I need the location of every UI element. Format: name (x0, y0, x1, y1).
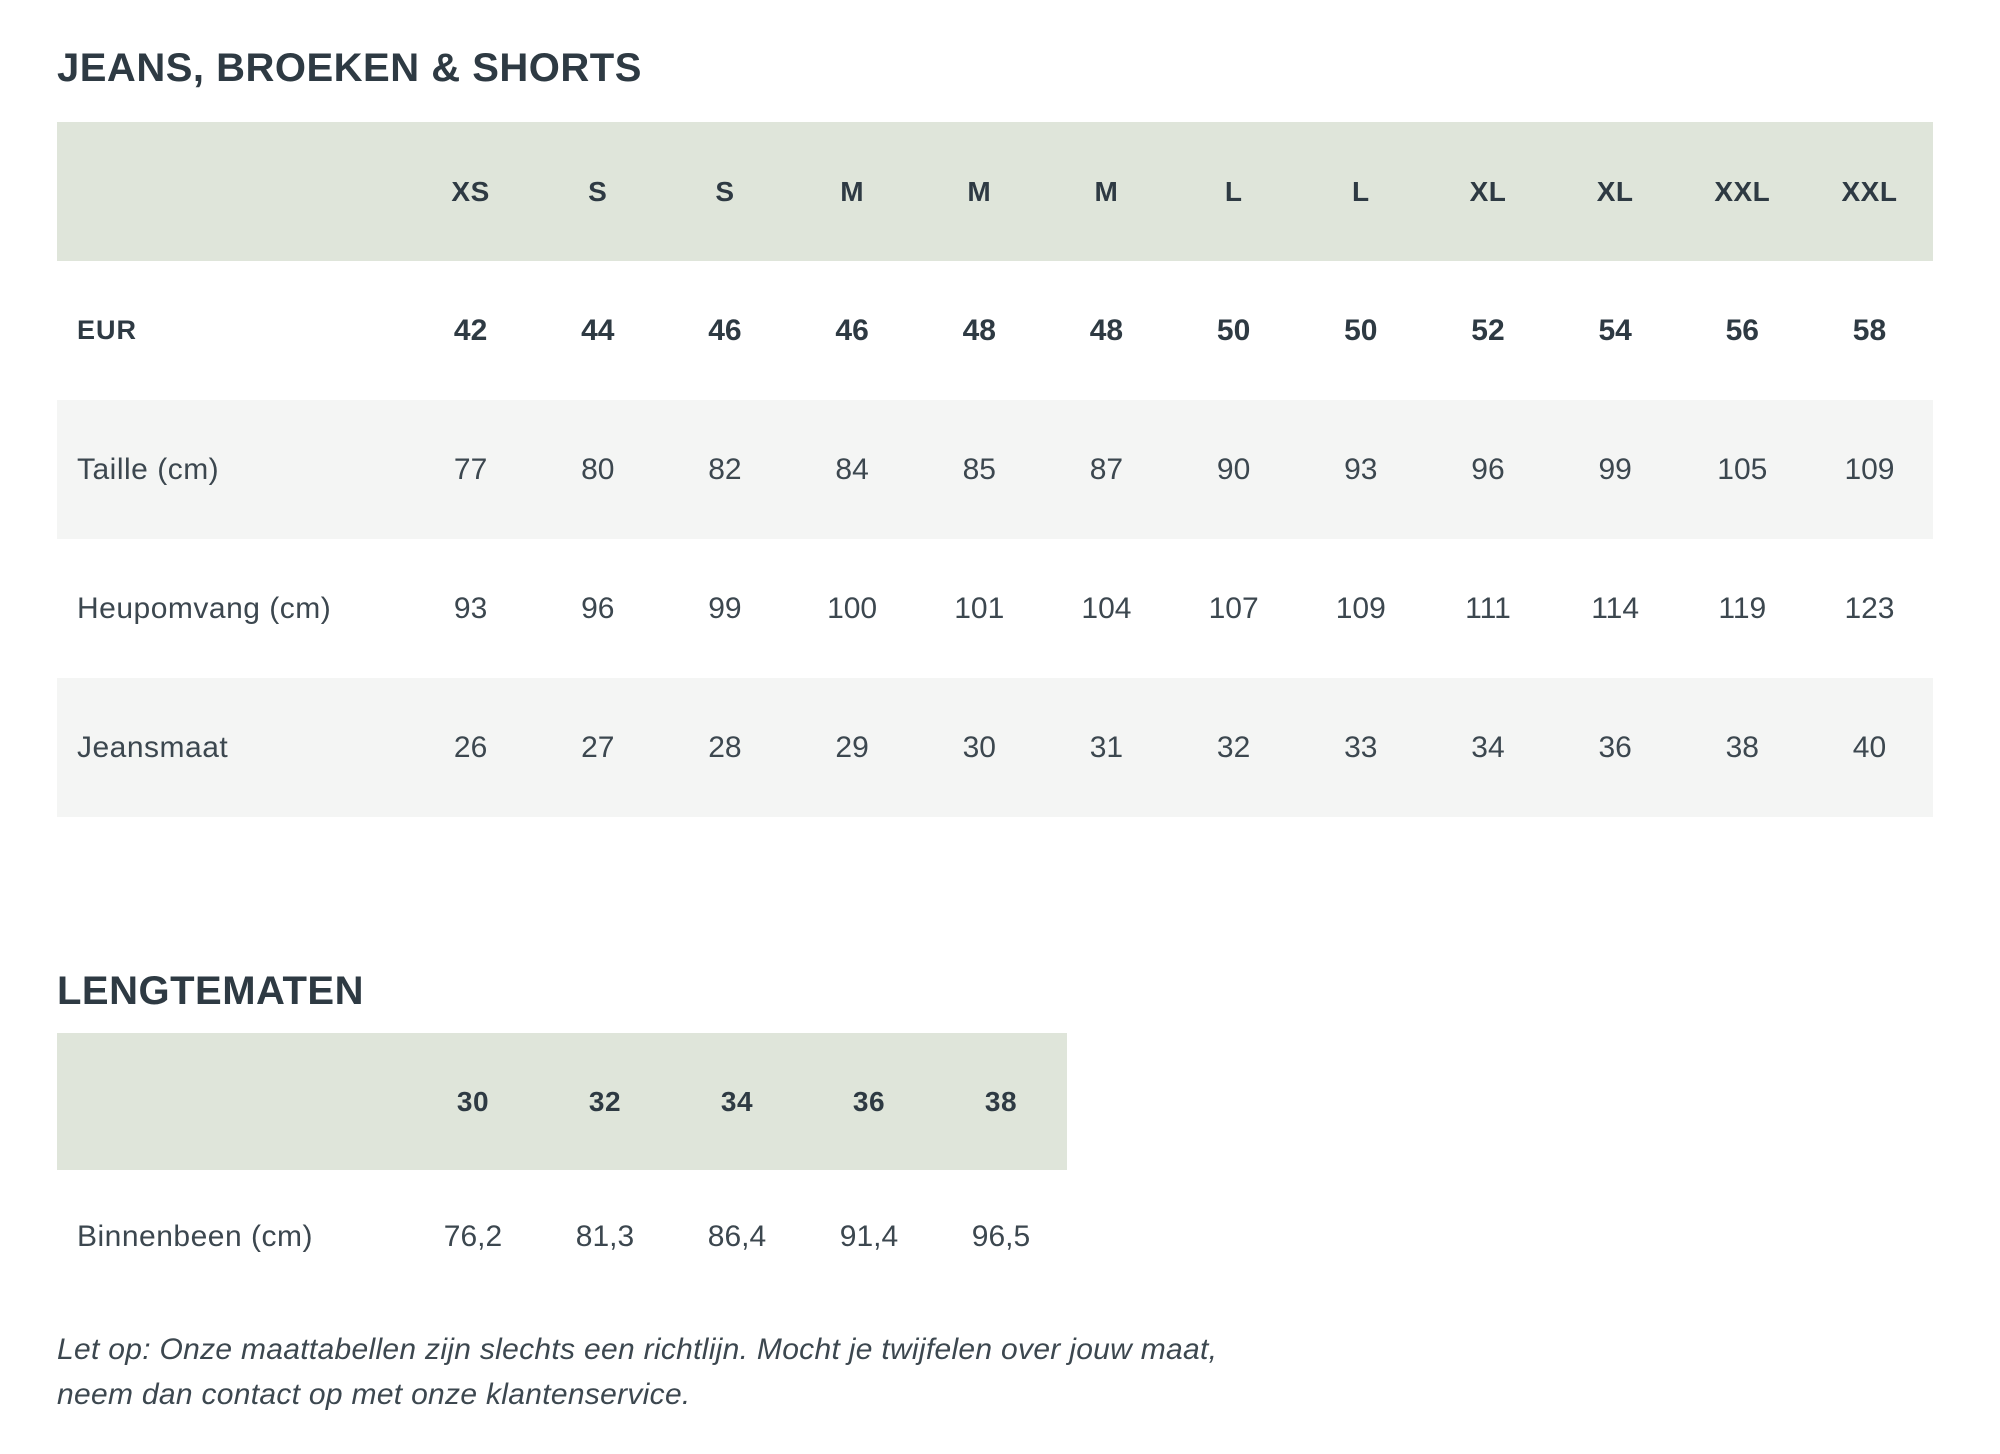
size-value-cell: 114 (1591, 591, 1640, 625)
size-value-cell: 123 (1844, 591, 1895, 625)
size-header-cell: M (840, 175, 865, 207)
size-value-cell: 119 (1718, 591, 1767, 625)
size-value-cell: 77 (453, 452, 488, 486)
length-header-cell: 36 (852, 1085, 886, 1117)
length-header-cell: 34 (720, 1085, 754, 1117)
size-value-cell: 50 (1216, 313, 1251, 347)
size-value-cell: 32 (1216, 730, 1251, 764)
size-header-cell: M (1094, 175, 1119, 207)
size-value-cell: 104 (1081, 591, 1132, 625)
size-value-cell: 84 (835, 452, 869, 486)
section-title-jeans: JEANS, BROEKEN & SHORTS (57, 46, 642, 90)
size-value-cell: 109 (1335, 591, 1386, 625)
size-header-cell: XL (1596, 175, 1634, 207)
size-value-cell: 46 (835, 313, 869, 347)
size-header-cell: L (1224, 175, 1243, 207)
size-value-cell: 54 (1598, 313, 1632, 347)
size-value-cell: 30 (962, 730, 996, 764)
table-row-jeansmaat: Jeansmaat 26 27 28 29 30 31 32 33 34 36 … (57, 678, 1933, 817)
size-value-cell: 93 (1344, 452, 1378, 486)
size-value-cell: 27 (581, 730, 615, 764)
size-header-cell: XXL (1714, 175, 1771, 207)
size-value-cell: 34 (1471, 730, 1505, 764)
length-value-cell: 91,4 (839, 1219, 899, 1253)
size-header-cell: XXL (1841, 175, 1898, 207)
length-value-cell: 96,5 (971, 1219, 1031, 1253)
size-value-cell: 93 (453, 591, 488, 625)
size-header-cell: S (588, 175, 608, 207)
row-label: Heupomvang (cm) (77, 591, 332, 625)
section-title-lengtematen: LENGTEMATEN (57, 969, 364, 1013)
size-value-cell: 87 (1089, 452, 1124, 486)
jeans-size-table: XS S S M M M L L XL XL XXL XXL EUR 42 44… (57, 122, 2000, 817)
size-value-cell: 96 (1471, 452, 1505, 486)
size-value-cell: 48 (1089, 313, 1124, 347)
disclaimer-note: Let op: Onze maattabellen zijn slechts e… (57, 1327, 2000, 1417)
size-value-cell: 42 (453, 313, 488, 347)
length-value-cell: 86,4 (707, 1219, 767, 1253)
disclaimer-line-2: neem dan contact op met onze klantenserv… (57, 1378, 691, 1411)
size-value-cell: 29 (835, 730, 869, 764)
size-value-cell: 99 (1598, 452, 1632, 486)
size-value-cell: 111 (1465, 591, 1511, 625)
size-value-cell: 52 (1471, 313, 1505, 347)
size-value-cell: 44 (581, 313, 615, 347)
table-row-taille: Taille (cm) 77 80 82 84 85 87 90 93 96 9… (57, 400, 1933, 539)
table-row-heupomvang: Heupomvang (cm) 93 96 99 100 101 104 107… (57, 539, 1933, 678)
size-value-cell: 38 (1725, 730, 1759, 764)
size-header-cell: M (967, 175, 992, 207)
size-value-cell: 58 (1852, 313, 1887, 347)
size-value-cell: 33 (1344, 730, 1378, 764)
size-value-cell: 36 (1598, 730, 1632, 764)
size-value-cell: 107 (1208, 591, 1259, 625)
length-value-cell: 76,2 (443, 1219, 503, 1253)
size-value-cell: 31 (1089, 730, 1124, 764)
disclaimer-line-1: Let op: Onze maattabellen zijn slechts e… (57, 1333, 1218, 1366)
size-value-cell: 90 (1216, 452, 1251, 486)
row-label: Binnenbeen (cm) (77, 1219, 313, 1253)
size-value-cell: 101 (954, 591, 1005, 625)
length-value-cell: 81,3 (575, 1219, 635, 1253)
size-value-cell: 56 (1725, 313, 1759, 347)
table-row-binnenbeen: Binnenbeen (cm) 76,2 81,3 86,4 91,4 96,5 (57, 1170, 1067, 1303)
size-value-cell: 48 (962, 313, 996, 347)
size-header-cell: XS (451, 175, 490, 207)
size-value-cell: 26 (453, 730, 488, 764)
row-label: EUR (77, 315, 138, 345)
row-label: Jeansmaat (77, 730, 229, 764)
length-header-cell: 30 (456, 1085, 490, 1117)
size-chart-page: JEANS, BROEKEN & SHORTS XS S S M M M L L… (57, 46, 2000, 1417)
size-value-cell: 40 (1852, 730, 1887, 764)
lengtematen-table: 30 32 34 36 38 Binnenbeen (cm) 76,2 81,3… (57, 1033, 2000, 1303)
size-header-cell: S (715, 175, 735, 207)
size-value-cell: 46 (708, 313, 742, 347)
size-value-cell: 28 (708, 730, 742, 764)
size-value-cell: 82 (708, 452, 742, 486)
size-value-cell: 50 (1344, 313, 1378, 347)
size-header-row: XS S S M M M L L XL XL XXL XXL (57, 122, 1933, 261)
size-value-cell: 85 (962, 452, 996, 486)
size-header-cell: XL (1469, 175, 1507, 207)
length-header-cell: 32 (588, 1085, 622, 1117)
size-value-cell: 100 (827, 591, 878, 625)
size-value-cell: 80 (581, 452, 615, 486)
size-value-cell: 96 (581, 591, 615, 625)
length-header-cell: 38 (984, 1085, 1018, 1117)
size-value-cell: 109 (1844, 452, 1895, 486)
table-row-eur: EUR 42 44 46 46 48 48 50 50 52 54 56 58 (57, 261, 1933, 400)
size-value-cell: 99 (708, 591, 742, 625)
row-label: Taille (cm) (77, 452, 220, 486)
size-value-cell: 105 (1717, 452, 1768, 486)
size-header-cell: L (1351, 175, 1370, 207)
length-header-row: 30 32 34 36 38 (57, 1033, 1067, 1170)
